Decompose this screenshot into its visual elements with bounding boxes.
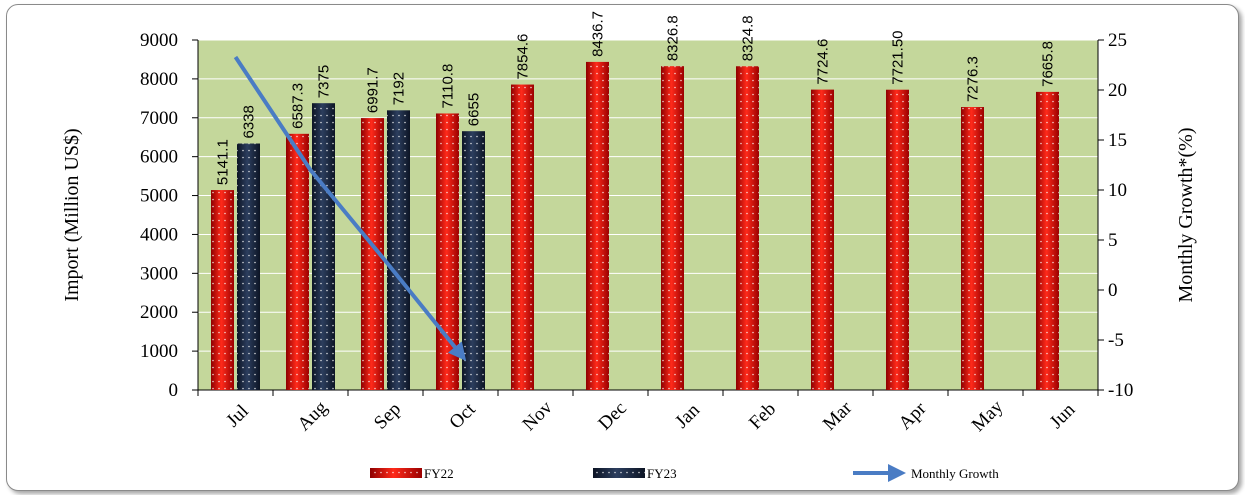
bar-texture <box>811 89 834 391</box>
x-tick-label: Mar <box>819 397 857 435</box>
x-tick-label: Sep <box>370 399 405 434</box>
data-label: 8326.8 <box>665 15 682 61</box>
x-tick-label: May <box>968 396 1008 436</box>
data-label: 6338 <box>241 105 258 138</box>
y2-tick-label: -10 <box>1108 380 1133 401</box>
y2-tick-label: -5 <box>1108 330 1124 351</box>
bar-texture <box>736 66 759 390</box>
data-label: 7110.8 <box>440 64 457 109</box>
bar-texture <box>237 143 260 390</box>
legend-monthly-growth-label: Monthly Growth <box>911 466 999 481</box>
data-label: 7192 <box>391 72 408 105</box>
y-tick-label: 5000 <box>140 186 178 207</box>
y-tick-label: 3000 <box>140 263 178 284</box>
y-tick-label: 9000 <box>140 30 178 51</box>
data-label: 7276.3 <box>965 56 982 102</box>
bar-texture <box>361 118 384 390</box>
bar-texture <box>586 61 609 390</box>
data-label: 8436.7 <box>590 11 607 57</box>
data-label: 6587.3 <box>290 83 307 129</box>
x-tick-label: Feb <box>745 399 780 434</box>
data-label: 7854.6 <box>515 34 532 80</box>
data-label: 5141.1 <box>215 139 232 185</box>
bar-texture <box>462 131 485 390</box>
bar-texture <box>286 133 309 391</box>
x-tick-label: Jan <box>671 399 704 432</box>
y-tick-label: 1000 <box>140 341 178 362</box>
y-tick-label: 6000 <box>140 147 178 168</box>
y-tick-label: 8000 <box>140 69 178 90</box>
y2-tick-label: 20 <box>1108 80 1127 101</box>
y-tick-label: 0 <box>169 380 179 401</box>
y-axis-title: Import (Million US$) <box>61 128 83 301</box>
y-tick-label: 2000 <box>140 302 178 323</box>
y-tick-label: 7000 <box>140 108 178 129</box>
bar-texture <box>436 113 459 391</box>
data-label: 8324.8 <box>740 15 757 61</box>
data-label: 7724.6 <box>815 39 832 85</box>
y2-tick-label: 5 <box>1108 230 1118 251</box>
data-label: 6655 <box>466 93 483 126</box>
x-tick-label: Aug <box>294 397 332 435</box>
bar-texture <box>886 89 909 390</box>
monthly-growth-line <box>233 55 467 362</box>
bar-texture <box>1036 91 1059 390</box>
y2-axis-title: Monthly Growth*(%) <box>1175 128 1197 303</box>
bar-texture <box>387 110 410 391</box>
x-tick-label: Jul <box>222 401 253 432</box>
data-label: 7665.8 <box>1040 41 1057 87</box>
data-label: 7375 <box>316 65 333 98</box>
bar-texture <box>312 103 335 390</box>
x-tick-label: Jun <box>1046 399 1080 433</box>
data-label: 6991.7 <box>365 67 382 113</box>
y2-tick-label: 0 <box>1108 280 1118 301</box>
legend-texture <box>370 468 422 478</box>
x-tick-label: Apr <box>895 398 931 434</box>
data-label: 7721.50 <box>890 30 907 84</box>
y2-tick-label: 10 <box>1108 180 1127 201</box>
y2-tick-label: 15 <box>1108 130 1127 151</box>
bar-texture <box>511 84 534 390</box>
legend-fy22-label: FY22 <box>424 466 454 481</box>
bar-texture <box>661 66 684 391</box>
legend-fy23-label: FY23 <box>647 466 677 481</box>
bar-texture <box>961 107 984 390</box>
x-tick-label: Dec <box>594 398 630 434</box>
bar-texture <box>211 190 234 390</box>
legend-texture <box>593 468 645 478</box>
x-tick-label: Nov <box>519 397 557 435</box>
y2-tick-label: 25 <box>1108 30 1127 51</box>
y-tick-label: 4000 <box>140 224 178 245</box>
x-tick-label: Oct <box>445 398 480 433</box>
